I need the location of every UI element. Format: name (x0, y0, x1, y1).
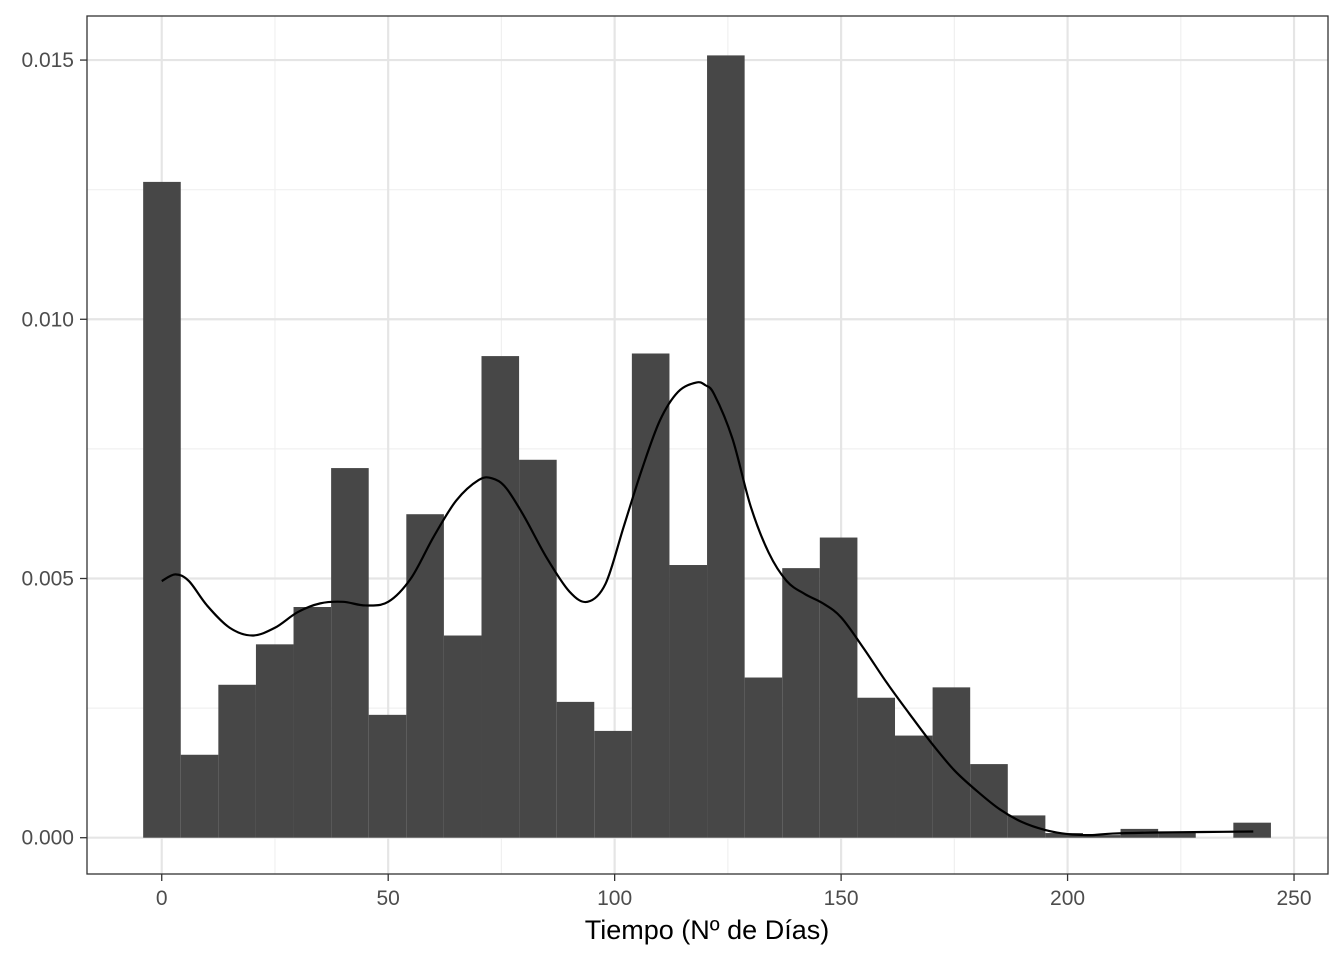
histogram-bar (707, 55, 745, 838)
histogram-bar (218, 684, 256, 838)
x-axis-title: Tiempo (Nº de Días) (585, 915, 829, 945)
histogram-bar (143, 181, 181, 838)
y-tick-label: 0.000 (21, 827, 74, 850)
histogram-bar (255, 644, 294, 838)
histogram-bar (368, 714, 407, 838)
histogram-bar (519, 459, 557, 838)
histogram-bar (180, 754, 219, 838)
histogram-bar (406, 514, 444, 838)
histogram-bar (857, 697, 896, 838)
x-tick-label: 100 (597, 887, 632, 910)
histogram-bar (443, 635, 482, 838)
histogram-bar (481, 356, 520, 838)
histogram-bars (143, 55, 1271, 838)
histogram-bar (669, 565, 708, 838)
x-tick-label: 250 (1277, 887, 1312, 910)
x-tick-label: 200 (1050, 887, 1085, 910)
plot-border (86, 15, 1329, 875)
histogram-bar (631, 353, 670, 838)
y-tick-label: 0.015 (21, 49, 74, 72)
x-tick-label: 150 (824, 887, 859, 910)
histogram-bar (895, 735, 933, 838)
y-tick-label: 0.005 (21, 567, 74, 590)
x-tick-label: 0 (156, 887, 168, 910)
histogram-bar (1158, 831, 1196, 838)
histogram-bar (1082, 835, 1121, 838)
x-axis: 0 50 100 150 200 250 (156, 874, 1312, 910)
histogram-bar (932, 687, 971, 838)
histogram-bar (782, 568, 820, 838)
histogram-bar (594, 730, 632, 838)
y-axis: 0.000 0.005 0.010 0.015 (21, 49, 87, 850)
histogram-bar (556, 701, 595, 838)
histogram-bar (1045, 833, 1083, 838)
y-tick-label: 0.010 (21, 308, 74, 331)
histogram-bar (744, 677, 783, 838)
histogram-bar (1007, 815, 1046, 838)
histogram-bar (293, 607, 332, 838)
x-tick-label: 50 (377, 887, 400, 910)
histogram-bar (1233, 822, 1271, 838)
density-curve (161, 381, 1254, 837)
histogram-bar (331, 468, 369, 838)
histogram-bar (819, 537, 858, 838)
